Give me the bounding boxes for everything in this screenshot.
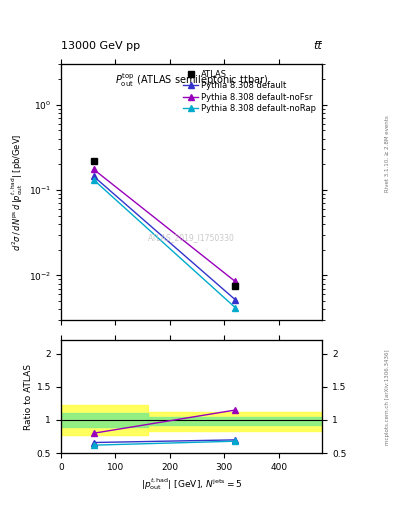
ATLAS (233, 283, 237, 289)
Y-axis label: Ratio to ATLAS: Ratio to ATLAS (24, 364, 33, 430)
Line: Pythia 8.308 default: Pythia 8.308 default (91, 174, 238, 303)
Legend: ATLAS, Pythia 8.308 default, Pythia 8.308 default-noFsr, Pythia 8.308 default-no: ATLAS, Pythia 8.308 default, Pythia 8.30… (182, 68, 318, 115)
Pythia 8.308 default (233, 296, 237, 303)
Line: Pythia 8.308 default-noFsr: Pythia 8.308 default-noFsr (91, 166, 238, 284)
Line: ATLAS: ATLAS (90, 157, 239, 289)
X-axis label: $|p_{\mathrm{out}}^{t,\mathrm{had}}|$ [GeV], $N^{\mathrm{jets}} = 5$: $|p_{\mathrm{out}}^{t,\mathrm{had}}|$ [G… (141, 476, 242, 492)
Pythia 8.308 default (91, 173, 96, 179)
Text: $P_{\mathrm{out}}^{\mathrm{top}}$ (ATLAS semileptonic ttbar): $P_{\mathrm{out}}^{\mathrm{top}}$ (ATLAS… (115, 72, 268, 90)
Pythia 8.308 default-noRap (233, 305, 237, 311)
Pythia 8.308 default-noFsr (91, 166, 96, 173)
Pythia 8.308 default-noRap (91, 177, 96, 183)
Text: tt̅: tt̅ (314, 41, 322, 51)
Text: mcplots.cern.ch [arXiv:1306.3436]: mcplots.cern.ch [arXiv:1306.3436] (385, 349, 389, 444)
Line: Pythia 8.308 default-noRap: Pythia 8.308 default-noRap (91, 177, 238, 310)
ATLAS (91, 158, 96, 164)
Pythia 8.308 default-noFsr (233, 279, 237, 285)
Text: Rivet 3.1.10, ≥ 2.8M events: Rivet 3.1.10, ≥ 2.8M events (385, 115, 389, 192)
Y-axis label: $d^2\sigma\,/\,dN^{\mathrm{ps}}\,d\,|p_{\mathrm{out}}^{t,\mathrm{had}}|$ [pb/GeV: $d^2\sigma\,/\,dN^{\mathrm{ps}}\,d\,|p_{… (9, 133, 25, 251)
Text: ATLAS_2019_I1750330: ATLAS_2019_I1750330 (148, 233, 235, 243)
Text: 13000 GeV pp: 13000 GeV pp (61, 41, 140, 51)
